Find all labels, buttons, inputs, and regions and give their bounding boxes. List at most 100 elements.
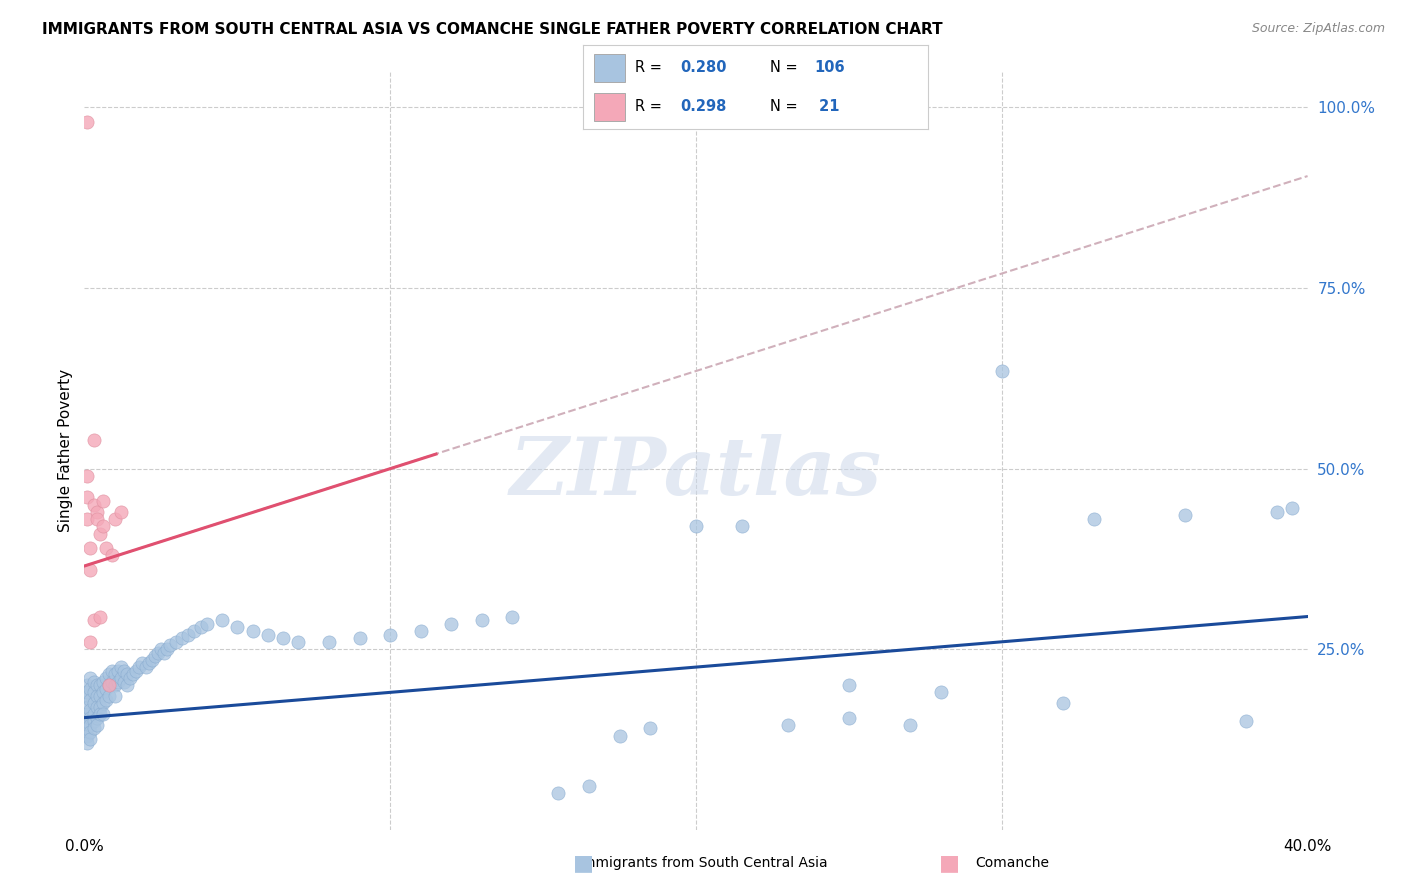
Point xyxy=(226,620,249,634)
Point xyxy=(138,657,160,671)
Point xyxy=(110,505,132,519)
Point xyxy=(165,635,187,649)
Point xyxy=(83,685,105,699)
Point xyxy=(101,548,124,562)
Point xyxy=(79,711,101,725)
Point xyxy=(76,115,98,129)
Point xyxy=(104,689,127,703)
Point xyxy=(97,689,120,703)
Point xyxy=(101,664,124,678)
Point xyxy=(76,678,98,692)
Text: R =: R = xyxy=(636,98,666,113)
Point xyxy=(898,718,921,732)
Point xyxy=(107,664,129,678)
Point xyxy=(97,667,120,681)
Text: 0.298: 0.298 xyxy=(681,98,727,113)
Text: 0.280: 0.280 xyxy=(681,61,727,76)
Point xyxy=(685,519,707,533)
Point xyxy=(1052,696,1074,710)
Point xyxy=(172,631,194,645)
Point xyxy=(89,678,111,692)
Point xyxy=(83,696,105,710)
Point xyxy=(115,667,138,681)
Point xyxy=(122,667,145,681)
Point xyxy=(76,685,98,699)
Point xyxy=(79,541,101,555)
Point xyxy=(91,494,114,508)
Point xyxy=(183,624,205,638)
Point xyxy=(79,671,101,685)
Point xyxy=(91,696,114,710)
Point xyxy=(242,624,264,638)
Point xyxy=(79,692,101,706)
Point xyxy=(86,711,108,725)
Point xyxy=(104,678,127,692)
Point xyxy=(86,699,108,714)
Point xyxy=(1174,508,1197,523)
Point xyxy=(190,620,212,634)
Point xyxy=(86,512,108,526)
Text: R =: R = xyxy=(636,61,666,76)
Point xyxy=(1083,512,1105,526)
Text: 21: 21 xyxy=(814,98,839,113)
Point xyxy=(440,616,463,631)
Text: 106: 106 xyxy=(814,61,845,76)
Point xyxy=(115,678,138,692)
Point xyxy=(91,685,114,699)
Point xyxy=(271,631,294,645)
Point xyxy=(177,627,200,641)
Point xyxy=(79,732,101,747)
Point xyxy=(89,609,111,624)
Point xyxy=(83,613,105,627)
Point xyxy=(409,624,432,638)
Point xyxy=(86,689,108,703)
Point xyxy=(929,685,952,699)
Point xyxy=(776,718,799,732)
Point xyxy=(131,657,153,671)
Text: Comanche: Comanche xyxy=(976,856,1049,871)
Point xyxy=(89,526,111,541)
Point xyxy=(153,646,176,660)
Point xyxy=(195,616,218,631)
Point xyxy=(112,664,135,678)
Point xyxy=(143,649,166,664)
Point xyxy=(94,541,117,555)
Point xyxy=(1281,501,1303,516)
Point xyxy=(79,703,101,717)
Point xyxy=(83,433,105,447)
Text: ■: ■ xyxy=(574,854,593,873)
Point xyxy=(76,699,98,714)
Point xyxy=(107,674,129,689)
Point xyxy=(838,711,860,725)
Point xyxy=(76,736,98,750)
Point xyxy=(94,681,117,696)
FancyBboxPatch shape xyxy=(593,54,624,82)
Point xyxy=(110,671,132,685)
Point xyxy=(83,714,105,729)
Text: N =: N = xyxy=(769,61,801,76)
Point xyxy=(83,706,105,721)
Text: ■: ■ xyxy=(939,854,959,873)
Point xyxy=(83,498,105,512)
Point xyxy=(104,512,127,526)
Text: ZIPatlas: ZIPatlas xyxy=(510,434,882,512)
Point xyxy=(318,635,340,649)
Point xyxy=(86,505,108,519)
Point xyxy=(578,779,600,793)
Text: N =: N = xyxy=(769,98,801,113)
Point xyxy=(104,667,127,681)
Point xyxy=(76,689,98,703)
Point xyxy=(76,729,98,743)
Point xyxy=(79,681,101,696)
Point xyxy=(94,692,117,706)
Y-axis label: Single Father Poverty: Single Father Poverty xyxy=(58,369,73,532)
Point xyxy=(110,660,132,674)
Point xyxy=(159,639,181,653)
Point xyxy=(149,642,172,657)
Point xyxy=(79,725,101,739)
Point xyxy=(97,678,120,692)
Point xyxy=(76,714,98,729)
Point xyxy=(838,678,860,692)
Point xyxy=(94,671,117,685)
Point xyxy=(156,642,179,657)
